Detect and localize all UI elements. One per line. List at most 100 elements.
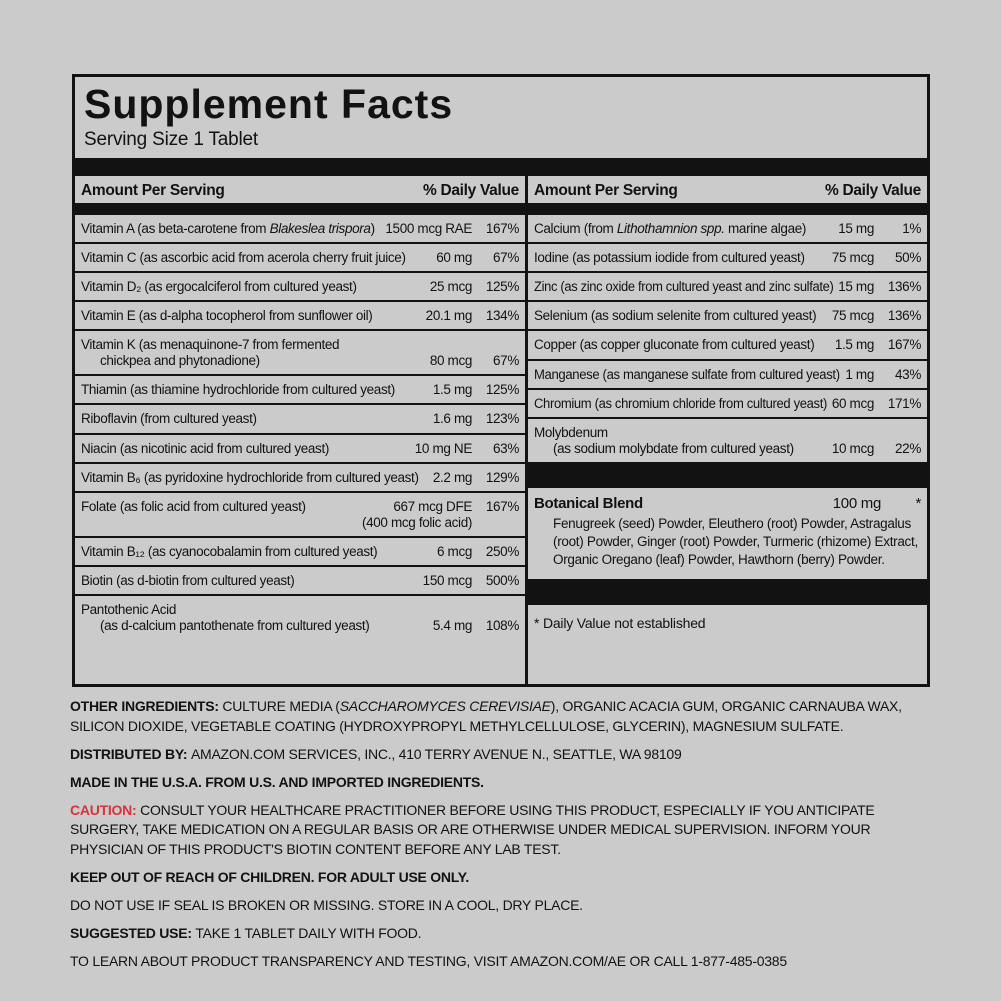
text-segment: DO NOT USE IF SEAL IS BROKEN OR MISSING.… <box>70 897 583 914</box>
text-segment: Vitamin D₂ (as ergocalciferol from cultu… <box>81 279 357 295</box>
nutrient-daily-value: 500% <box>485 572 519 588</box>
footer-paragraph: MADE IN THE U.S.A. FROM U.S. AND IMPORTE… <box>70 773 934 793</box>
nutrient-name: Vitamin B₆ (as pyridoxine hydrochloride … <box>81 470 428 486</box>
table-row: Vitamin K (as menaquinone-7 from ferment… <box>75 329 525 374</box>
table-row: Niacin (as nicotinic acid from cultured … <box>75 432 525 462</box>
text-segment: Vitamin B₆ (as pyridoxine hydrochloride … <box>81 469 419 485</box>
table-row: Iodine (as potassium iodide from culture… <box>528 241 927 271</box>
nutrient-daily-value: 171% <box>887 395 921 411</box>
text-segment: TAKE 1 TABLET DAILY WITH FOOD. <box>195 925 422 942</box>
nutrient-amount: 1.5 mg <box>432 382 473 398</box>
text-segment: ), ORGANIC ACACIA GUM, ORGANIC CARNAUBA … <box>70 698 902 734</box>
nutrient-name: Iodine (as potassium iodide from culture… <box>534 250 827 266</box>
nutrient-name: Vitamin E (as d-alpha tocopherol from su… <box>81 308 421 324</box>
amount-per-serving-header: Amount Per Serving <box>81 181 225 199</box>
nutrient-name: Selenium (as sodium selenite from cultur… <box>534 308 827 324</box>
nutrient-daily-value: 136% <box>887 279 921 295</box>
column-left-header: Amount Per Serving % Daily Value <box>75 176 525 203</box>
text-segment: OTHER INGREDIENTS: <box>70 698 223 714</box>
text-segment: Vitamin E (as d-alpha tocopherol from su… <box>81 308 373 324</box>
nutrient-amount: 667 mcg DFE (400 mcg folic acid) <box>361 498 472 530</box>
table-row: Zinc (as zinc oxide from cultured yeast … <box>528 271 927 300</box>
nutrient-name: Folate (as folic acid from cultured yeas… <box>81 499 357 515</box>
table-row: Calcium (from Lithothamnion spp. marine … <box>528 215 927 242</box>
text-segment: Thiamin (as thiamine hydrochloride from … <box>81 382 395 398</box>
table-row: Vitamin A (as beta-carotene from Blakesl… <box>75 215 525 242</box>
text-segment: SACCHAROMYCES CEREVISIAE <box>339 698 551 714</box>
footer-paragraph: CAUTION: CONSULT YOUR HEALTHCARE PRACTIT… <box>70 801 934 860</box>
nutrient-daily-value: 134% <box>485 308 519 324</box>
text-segment: CAUTION: <box>70 801 141 818</box>
text-segment: ) <box>370 220 376 236</box>
nutrient-daily-value: 136% <box>887 308 921 324</box>
nutrient-name: Molybdenum (as sodium molybdate from cult… <box>534 425 827 456</box>
text-segment: Calcium (from <box>534 220 617 236</box>
table-row: Thiamin (as thiamine hydrochloride from … <box>75 374 525 403</box>
nutrient-daily-value: 250% <box>485 543 519 559</box>
nutrient-daily-value: 167% <box>485 220 519 236</box>
text-segment: Folate (as folic acid from cultured yeas… <box>81 498 306 514</box>
text-segment: SUGGESTED USE: <box>70 925 196 942</box>
nutrient-amount: 1500 mcg RAE <box>385 220 472 236</box>
nutrient-amount: 75 mcg <box>831 249 875 265</box>
text-segment: Vitamin C (as ascorbic acid from acerola… <box>81 249 406 265</box>
nutrient-name-line2: (as sodium molybdate from cultured yeast… <box>553 440 794 456</box>
amount-per-serving-header: Amount Per Serving <box>534 181 678 199</box>
nutrient-columns: Amount Per Serving % Daily Value Vitamin… <box>75 175 927 684</box>
nutrient-name-line2: (as d-calcium pantothenate from cultured… <box>100 617 370 633</box>
nutrient-name: Vitamin D₂ (as ergocalciferol from cultu… <box>81 279 425 295</box>
text-segment: Riboflavin (from cultured yeast) <box>81 411 257 427</box>
panel-title: Supplement Facts <box>84 81 454 127</box>
text-segment: Vitamin K (as menaquinone-7 from ferment… <box>81 337 340 353</box>
footer-paragraph: SUGGESTED USE: TAKE 1 TABLET DAILY WITH … <box>70 924 934 944</box>
botanical-blend-dv-asterisk: * <box>915 494 921 512</box>
nutrient-name: Copper (as copper gluconate from culture… <box>534 337 830 353</box>
nutrient-rows-left: Vitamin A (as beta-carotene from Blakesl… <box>75 215 525 639</box>
nutrient-amount-line2: (400 mcg folic acid) <box>361 514 472 530</box>
nutrient-daily-value: 67% <box>493 249 519 265</box>
table-row: Vitamin E (as d-alpha tocopherol from su… <box>75 300 525 329</box>
nutrient-amount: 2.2 mg <box>432 469 473 485</box>
nutrient-amount: 75 mcg <box>831 308 875 324</box>
text-segment: DISTRIBUTED BY: <box>70 745 191 762</box>
nutrient-daily-value: 1% <box>902 220 921 236</box>
table-row: Chromium (as chromium chloride from cult… <box>528 387 927 417</box>
nutrient-daily-value: 50% <box>895 249 921 265</box>
nutrient-amount: 25 mcg <box>429 279 473 295</box>
botanical-blend-section: Botanical Blend 100 mg * Fenugreek (seed… <box>528 488 927 579</box>
nutrient-daily-value: 167% <box>485 498 519 514</box>
nutrient-amount: 1.5 mg <box>834 337 875 353</box>
nutrient-daily-value: 167% <box>887 337 921 353</box>
text-segment: Chromium (as chromium chloride from cult… <box>534 395 827 411</box>
nutrient-amount: 10 mg NE <box>414 440 473 456</box>
divider-bar-thick <box>528 578 927 605</box>
table-row: Vitamin D₂ (as ergocalciferol from cultu… <box>75 271 525 300</box>
nutrient-daily-value: 108% <box>485 617 519 633</box>
nutrient-amount: 20.1 mg <box>425 308 473 324</box>
daily-value-footnote: * Daily Value not established <box>534 614 706 631</box>
footer-paragraph: DO NOT USE IF SEAL IS BROKEN OR MISSING.… <box>70 896 934 916</box>
nutrient-name: Vitamin K (as menaquinone-7 from ferment… <box>81 337 425 368</box>
nutrient-amount: 5.4 mg <box>432 617 473 633</box>
panel-header: Supplement Facts Serving Size 1 Tablet <box>75 77 927 153</box>
text-segment: AMAZON.COM SERVICES, INC., 410 TERRY AVE… <box>190 745 682 762</box>
botanical-blend-amount: 100 mg <box>832 494 882 512</box>
text-segment: MADE IN THE U.S.A. FROM U.S. AND IMPORTE… <box>70 773 484 790</box>
footer-paragraph: KEEP OUT OF REACH OF CHILDREN. FOR ADULT… <box>70 868 934 888</box>
table-row: Vitamin C (as ascorbic acid from acerola… <box>75 241 525 271</box>
daily-value-header: % Daily Value <box>422 181 519 199</box>
table-row: Vitamin B₆ (as pyridoxine hydrochloride … <box>75 461 525 491</box>
nutrient-amount: 15 mg <box>838 220 874 236</box>
text-segment: KEEP OUT OF REACH OF CHILDREN. FOR ADULT… <box>70 869 469 886</box>
nutrient-amount: 1 mg <box>845 366 874 382</box>
footer-paragraph: DISTRIBUTED BY: AMAZON.COM SERVICES, INC… <box>70 745 934 765</box>
nutrient-name: Vitamin B₁₂ (as cyanocobalamin from cult… <box>81 544 432 560</box>
text-segment: Blakeslea trispora <box>269 220 371 236</box>
nutrient-name: Riboflavin (from cultured yeast) <box>81 411 428 427</box>
table-row: Biotin (as d-biotin from cultured yeast)… <box>75 564 525 594</box>
text-segment: Vitamin B₁₂ (as cyanocobalamin from cult… <box>81 543 378 559</box>
nutrient-daily-value: 123% <box>485 411 519 427</box>
divider-bar <box>528 202 927 215</box>
text-segment: Manganese (as manganese sulfate from cul… <box>534 366 840 382</box>
nutrient-daily-value: 43% <box>895 366 921 382</box>
